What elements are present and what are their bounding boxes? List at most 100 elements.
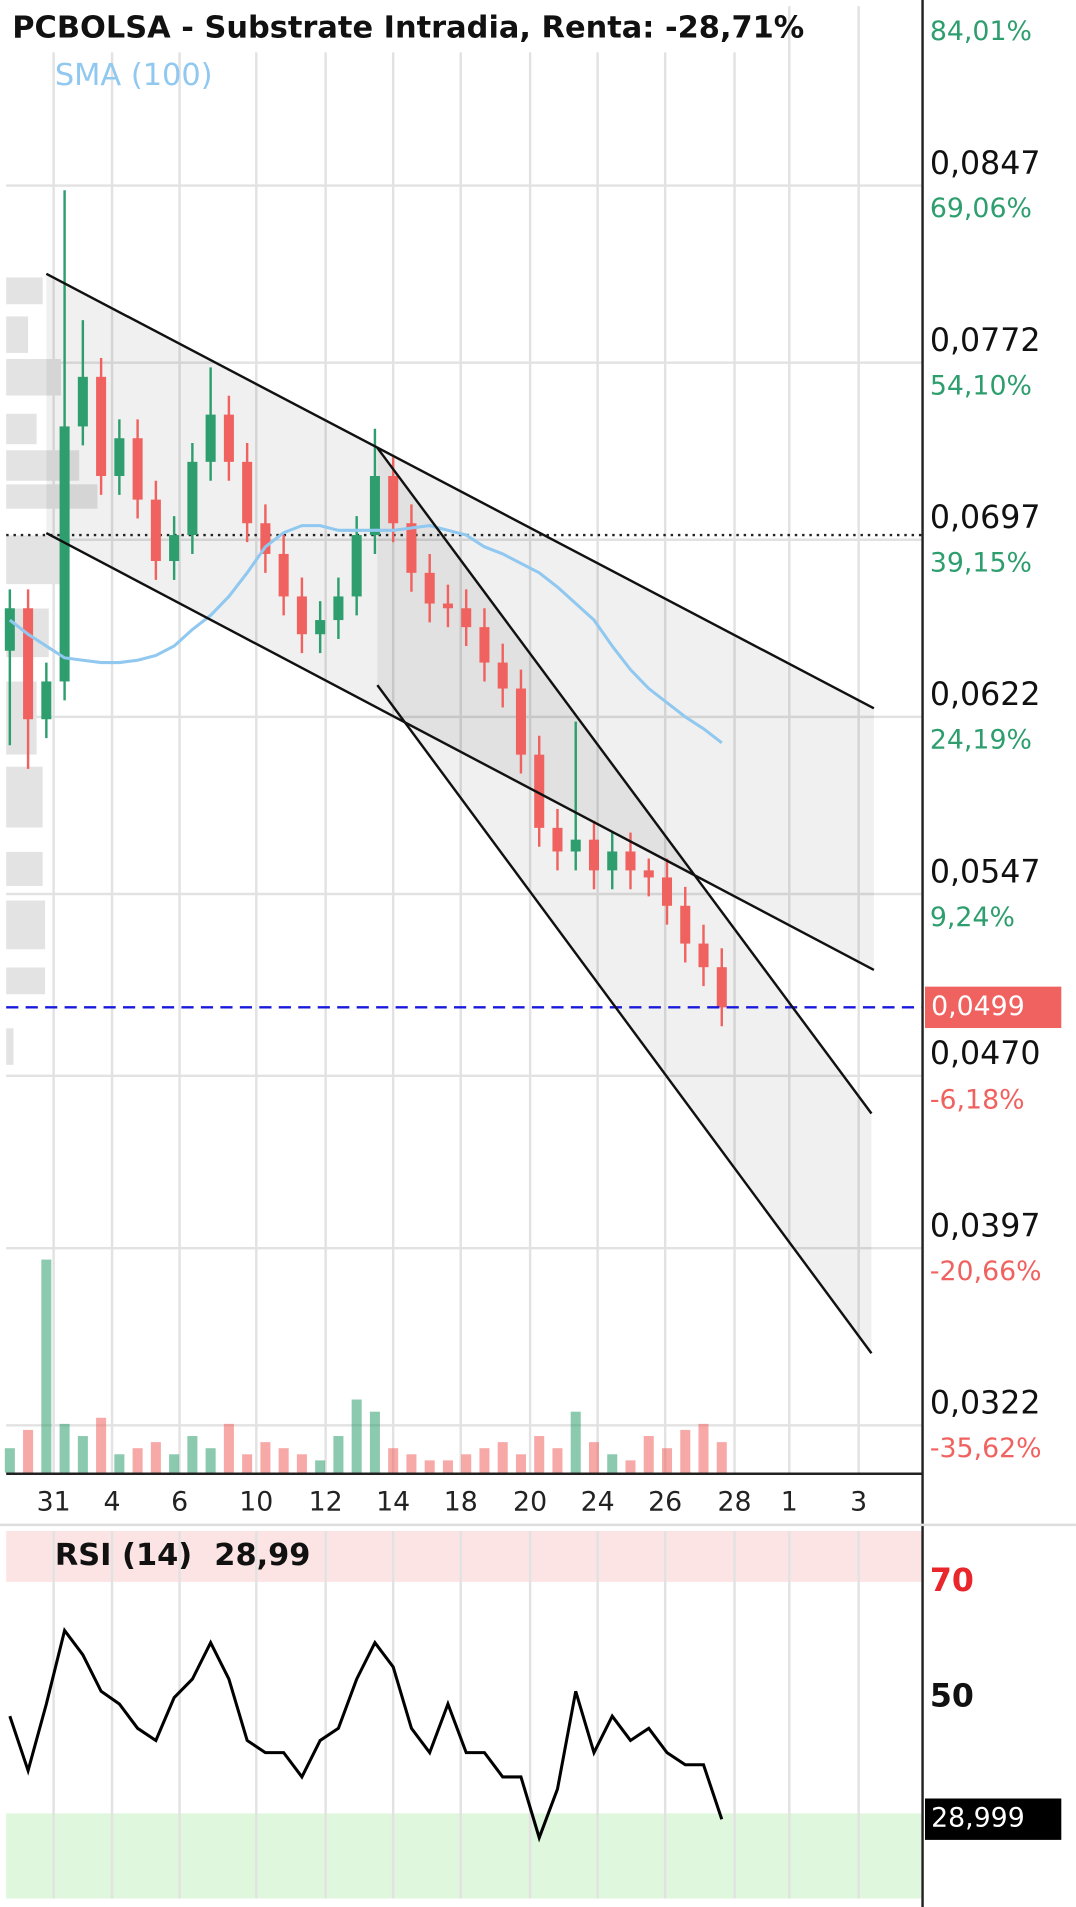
volume-bar xyxy=(588,1442,600,1473)
candle-body xyxy=(698,943,709,968)
y-tick-label: 0,0322 xyxy=(930,1386,1041,1422)
volume-bar xyxy=(169,1454,180,1473)
volume-bar xyxy=(223,1423,234,1473)
candle-body xyxy=(333,596,344,621)
candle-body xyxy=(643,870,654,878)
volume-bar xyxy=(680,1429,691,1473)
candle-body xyxy=(680,905,691,944)
volume-bar xyxy=(96,1417,107,1473)
volume-bar xyxy=(369,1411,380,1473)
trend-line xyxy=(376,684,873,1354)
y2-tick-label: 9,24% xyxy=(930,902,1015,933)
y2-tick-label: -6,18% xyxy=(930,1084,1025,1115)
profile-bar xyxy=(6,277,43,305)
x-tick-label: 4 xyxy=(104,1486,121,1517)
y2-tick-label: -20,66% xyxy=(930,1256,1042,1287)
volume-bar xyxy=(315,1460,326,1473)
labels: 0,0847 0,0772 0,0697 0,0622 0,0547 0,0470 0,03… xyxy=(37,16,1062,1840)
y-tick-label: 0,0547 xyxy=(930,854,1041,890)
candle-body xyxy=(534,754,545,828)
candle-body xyxy=(424,572,435,604)
grid xyxy=(6,6,923,1899)
candle-body xyxy=(132,438,143,500)
rsi-last-label: 28,999 xyxy=(931,1803,1025,1834)
candle-body xyxy=(515,688,526,755)
volume-bar xyxy=(205,1448,216,1473)
candle-body xyxy=(442,603,453,609)
title-background xyxy=(6,6,749,53)
rsi-line xyxy=(8,1627,724,1843)
volume-bar xyxy=(534,1436,545,1473)
x-tick-label: 18 xyxy=(444,1486,478,1517)
volume-bar xyxy=(406,1454,417,1473)
profile-bar xyxy=(6,766,43,828)
profile-bar xyxy=(6,967,46,995)
profile-bar xyxy=(6,359,61,396)
profile-bar xyxy=(6,535,68,585)
candle-body xyxy=(716,967,727,1008)
candle-body xyxy=(296,596,307,635)
volume-bar xyxy=(351,1399,362,1473)
rsi-title: RSI (14) xyxy=(55,1538,192,1573)
y-tick-label: 0,0847 xyxy=(930,146,1041,182)
y-tick-label: 0,0470 xyxy=(930,1036,1041,1072)
candle-body xyxy=(150,499,161,562)
volume-bar xyxy=(260,1442,271,1473)
x-tick-label: 1 xyxy=(781,1486,798,1517)
profile-bar xyxy=(6,484,98,509)
candle-body xyxy=(242,461,253,524)
candle-body xyxy=(223,414,234,462)
x-tick-label: 6 xyxy=(171,1486,188,1517)
oversold-band xyxy=(6,1813,923,1899)
candle-body xyxy=(169,535,180,562)
x-tick-label: 26 xyxy=(648,1486,682,1517)
bands xyxy=(6,1530,923,1899)
candle-body xyxy=(187,461,198,536)
trend-line xyxy=(45,531,875,972)
volume-bar xyxy=(187,1436,198,1473)
y-tick-label: 0,0772 xyxy=(930,323,1041,359)
rsi-tick-label: 70 xyxy=(930,1563,974,1599)
overbought-band xyxy=(6,1530,923,1582)
profile-bar xyxy=(6,851,43,886)
x-tick-label: 28 xyxy=(718,1486,752,1517)
x-tick-label: 31 xyxy=(37,1486,71,1517)
legend-entry: SMA (100) xyxy=(55,58,213,93)
y-tick-label: 0,0622 xyxy=(930,677,1041,713)
volume-bar xyxy=(278,1448,289,1473)
volume-bar xyxy=(23,1429,34,1473)
volume-bar xyxy=(77,1436,88,1473)
volume-bar xyxy=(461,1454,472,1473)
volume-bar xyxy=(643,1436,654,1473)
volume-bar xyxy=(570,1411,581,1473)
volume-bar xyxy=(59,1423,70,1473)
x-tick-label: 10 xyxy=(239,1486,273,1517)
profile-bar xyxy=(6,1028,14,1065)
volume-bar xyxy=(698,1423,709,1473)
volume-bar xyxy=(625,1460,636,1473)
candle-body xyxy=(461,608,472,628)
candle-body xyxy=(625,851,636,871)
candle-body xyxy=(607,851,618,871)
volume-bar xyxy=(497,1442,508,1473)
chart-title: PCBOLSA - Substrate Intradia, Renta: -28… xyxy=(12,11,804,46)
x-tick-label: 12 xyxy=(309,1486,343,1517)
candle-body xyxy=(479,627,490,663)
profile-bar xyxy=(6,316,29,353)
volume-bar xyxy=(114,1454,125,1473)
candle-body xyxy=(23,608,34,720)
volume-bar xyxy=(388,1448,399,1473)
x-tick-label: 3 xyxy=(850,1486,867,1517)
volume-bar xyxy=(442,1460,453,1473)
volume-bar xyxy=(515,1454,526,1473)
last-price-label: 0,0499 xyxy=(931,991,1025,1022)
candle-body xyxy=(278,553,289,597)
trend-line xyxy=(376,447,873,1115)
candle-body xyxy=(388,476,399,524)
y2-tick-label: 84,01% xyxy=(930,16,1032,47)
candle-body xyxy=(552,827,563,852)
candle-body xyxy=(315,620,326,635)
